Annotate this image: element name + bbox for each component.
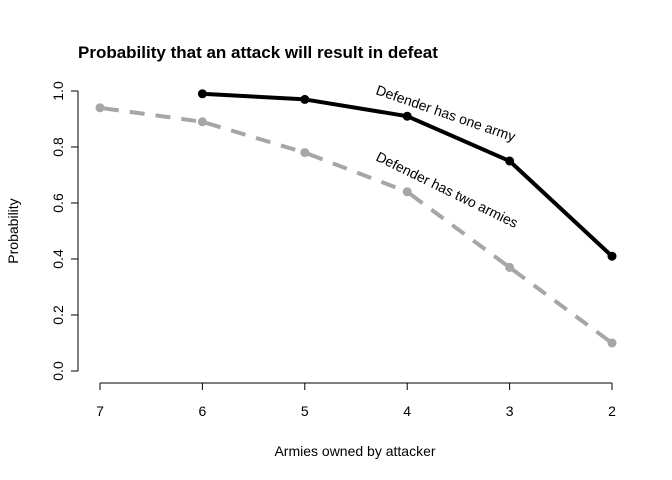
- y-tick-label: 1.0: [50, 81, 66, 101]
- series-one-segment: [511, 162, 611, 255]
- x-tick-label: 7: [96, 403, 104, 419]
- series-two-point: [505, 262, 515, 272]
- axes: 7 6 5 4 3 2 0.0 0.2 0.4 0.6 0.8 1.0: [50, 81, 616, 419]
- series-one-point: [402, 111, 412, 121]
- x-axis-label: Armies owned by attacker: [274, 443, 435, 459]
- series-two-point: [402, 187, 412, 197]
- series-one: [197, 89, 617, 261]
- y-tick-label: 0.4: [50, 249, 66, 269]
- y-tick-label: 0.2: [50, 305, 66, 325]
- x-tick-label: 3: [506, 403, 514, 419]
- y-tick-label: 0.8: [50, 137, 66, 157]
- series-two-segment: [511, 268, 610, 343]
- series-layer: [95, 89, 617, 348]
- series-one-segment: [206, 92, 301, 102]
- series-two-point: [95, 103, 105, 113]
- series-one-point: [197, 89, 207, 99]
- series-two-point: [197, 117, 207, 127]
- y-axis-label: Probability: [5, 198, 21, 263]
- chart-title: Probability that an attack will result i…: [78, 43, 438, 62]
- x-tick-label: 2: [608, 403, 616, 419]
- annotation-two-armies: Defender has two armies: [374, 148, 521, 231]
- series-two-segment: [307, 152, 405, 193]
- y-tick-label: 0.0: [50, 361, 66, 381]
- series-one-point: [505, 156, 515, 166]
- series-one-point: [607, 251, 617, 261]
- series-two: [95, 103, 617, 348]
- series-two-segment: [205, 121, 302, 154]
- series-two-point: [607, 338, 617, 348]
- x-tick-label: 5: [301, 403, 309, 419]
- y-tick-label: 0.6: [50, 193, 66, 213]
- series-one-point: [300, 94, 310, 104]
- series-one-segment: [308, 98, 404, 118]
- x-tick-label: 6: [199, 403, 207, 419]
- series-two-point: [300, 148, 310, 158]
- series-two-segment: [103, 106, 199, 124]
- x-tick-label: 4: [403, 403, 411, 419]
- series-two-segment: [409, 192, 508, 267]
- series-one-segment: [410, 115, 507, 162]
